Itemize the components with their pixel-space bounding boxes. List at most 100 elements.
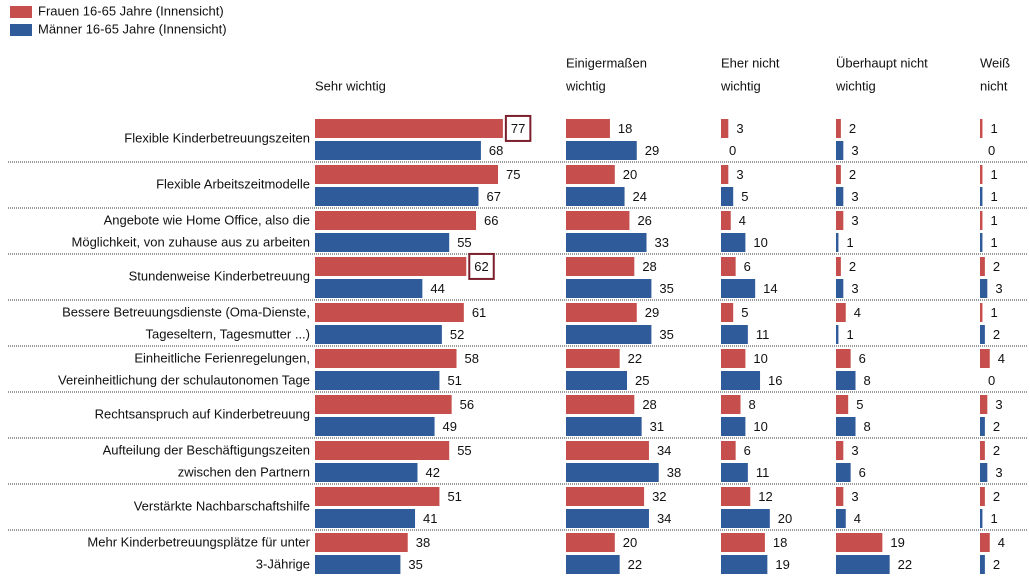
bar: [315, 533, 408, 552]
value-label: 2: [849, 259, 856, 274]
value-label: 0: [988, 143, 995, 158]
bar: [721, 441, 736, 460]
category-label: Angebote wie Home Office, also die: [104, 212, 310, 227]
value-label: 3: [851, 213, 858, 228]
value-label: 8: [749, 397, 756, 412]
bar: [980, 441, 985, 460]
bar: [836, 509, 846, 528]
value-label: 0: [988, 373, 995, 388]
value-label: 34: [657, 511, 671, 526]
panel-title: wichtig: [835, 78, 876, 93]
value-label: 51: [447, 373, 461, 388]
bar: [566, 233, 647, 252]
value-label: 24: [633, 189, 647, 204]
value-label: 41: [423, 511, 437, 526]
bar: [836, 119, 841, 138]
bar: [566, 165, 615, 184]
value-label: 3: [995, 397, 1002, 412]
bar: [566, 141, 637, 160]
bar: [566, 119, 610, 138]
bar: [836, 211, 844, 230]
bar: [315, 395, 452, 414]
highlight-box: [504, 114, 532, 142]
bar: [836, 325, 839, 344]
value-label: 1: [990, 121, 997, 136]
value-label: 61: [472, 305, 486, 320]
bar: [566, 441, 649, 460]
panel-title: wichtig: [565, 78, 606, 93]
value-label: 3: [851, 281, 858, 296]
value-label: 1: [846, 327, 853, 342]
value-label: 6: [859, 351, 866, 366]
value-label: 11: [756, 465, 770, 480]
bar: [315, 257, 467, 276]
bar: [721, 417, 746, 436]
bar: [721, 395, 741, 414]
value-label: 77: [511, 121, 525, 136]
value-label: 5: [741, 189, 748, 204]
bar: [566, 349, 620, 368]
value-label: 35: [659, 281, 673, 296]
panel-title: nicht: [980, 78, 1008, 93]
bar: [836, 279, 844, 298]
bar: [721, 211, 731, 230]
bar: [980, 395, 988, 414]
value-label: 35: [659, 327, 673, 342]
bar: [980, 303, 983, 322]
value-label: 1: [990, 213, 997, 228]
value-label: 3: [995, 465, 1002, 480]
category-label: Rechtsanspruch auf Kinderbetreuung: [95, 406, 310, 421]
bar: [566, 371, 627, 390]
value-label: 1: [990, 511, 997, 526]
value-label: 51: [447, 489, 461, 504]
bar: [566, 555, 620, 574]
bar: [721, 119, 729, 138]
category-label: Verstärkte Nachbarschaftshilfe: [134, 498, 310, 513]
bar: [980, 233, 983, 252]
bar: [315, 119, 503, 138]
value-label: 12: [758, 489, 772, 504]
category-label: Bessere Betreuungsdienste (Oma-Dienste,: [62, 304, 310, 319]
value-label: 2: [993, 489, 1000, 504]
value-label: 1: [846, 235, 853, 250]
value-label: 1: [990, 189, 997, 204]
bar: [980, 509, 983, 528]
bar: [980, 417, 985, 436]
bar: [836, 395, 849, 414]
category-label: Flexible Arbeitszeitmodelle: [156, 176, 310, 191]
bar: [980, 165, 983, 184]
bar: [980, 325, 985, 344]
bar: [566, 325, 652, 344]
bar: [315, 463, 418, 482]
value-label: 22: [628, 557, 642, 572]
bar: [836, 371, 856, 390]
bar: [566, 279, 652, 298]
value-label: 42: [425, 465, 439, 480]
bar: [315, 279, 423, 298]
category-label: zwischen den Partnern: [178, 464, 310, 479]
bar: [315, 187, 479, 206]
bar: [566, 187, 625, 206]
bar: [721, 555, 768, 574]
bar: [315, 555, 401, 574]
value-label: 55: [457, 235, 471, 250]
bar: [836, 187, 844, 206]
bar: [980, 533, 990, 552]
bar: [980, 211, 983, 230]
value-label: 2: [993, 557, 1000, 572]
bar: [721, 463, 748, 482]
value-label: 52: [450, 327, 464, 342]
bar: [836, 533, 883, 552]
value-label: 6: [859, 465, 866, 480]
value-label: 1: [990, 305, 997, 320]
bar: [566, 395, 635, 414]
bar: [315, 441, 450, 460]
category-label: Möglichkeit, von zuhause aus zu arbeiten: [72, 234, 310, 249]
value-label: 2: [993, 259, 1000, 274]
bar: [980, 187, 983, 206]
value-label: 49: [443, 419, 457, 434]
panel-title: Überhaupt nicht: [836, 55, 928, 70]
bar: [721, 349, 746, 368]
bar: [721, 165, 729, 184]
legend-label: Männer 16-65 Jahre (Innensicht): [38, 21, 227, 36]
